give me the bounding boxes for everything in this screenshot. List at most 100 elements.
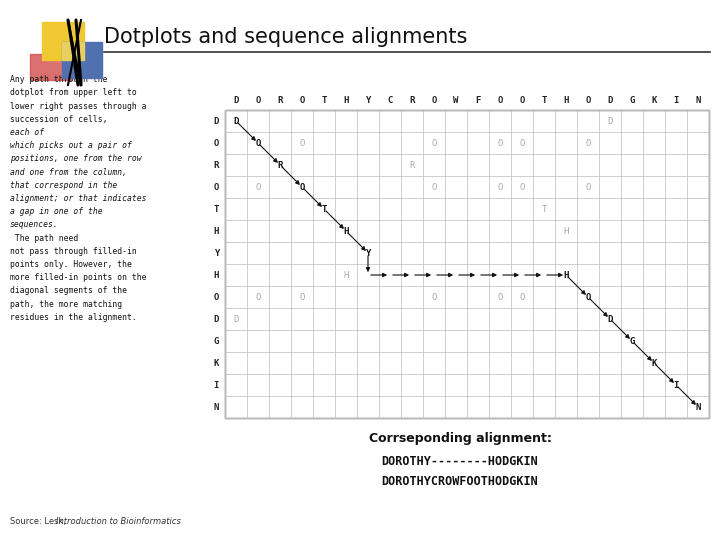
Text: N: N [696, 402, 701, 411]
Text: Any path through the: Any path through the [10, 75, 107, 84]
Text: each of: each of [10, 128, 44, 137]
Text: O: O [256, 96, 261, 105]
Text: O: O [585, 96, 590, 105]
Text: H: H [343, 271, 348, 280]
Text: D: D [607, 117, 613, 125]
Bar [62, 42, 84, 60]
Text: W: W [454, 96, 459, 105]
Text: positions, one from the row: positions, one from the row [10, 154, 142, 164]
Text: R: R [409, 160, 415, 170]
Text: O: O [300, 96, 305, 105]
Text: dotplot from upper left to: dotplot from upper left to [10, 89, 137, 97]
Text: O: O [585, 138, 590, 147]
Text: D: D [214, 117, 219, 125]
Text: D: D [233, 96, 239, 105]
Text: more filled-in points on the: more filled-in points on the [10, 273, 146, 282]
Bar [225, 110, 709, 418]
Text: I: I [673, 96, 679, 105]
Text: R: R [277, 96, 283, 105]
Text: and one from the column,: and one from the column, [10, 167, 127, 177]
Text: not pass through filled-in: not pass through filled-in [10, 247, 137, 256]
Text: O: O [431, 183, 437, 192]
Text: K: K [214, 359, 219, 368]
Text: T: T [214, 205, 219, 213]
Text: O: O [519, 183, 525, 192]
Text: N: N [214, 402, 219, 411]
Text: O: O [256, 183, 261, 192]
Text: H: H [563, 271, 569, 280]
Text: O: O [431, 96, 437, 105]
Text: D: D [607, 96, 613, 105]
Text: G: G [629, 96, 635, 105]
Text: O: O [431, 138, 437, 147]
Bar [62, 42, 102, 78]
Text: Introduction to Bioinformatics: Introduction to Bioinformatics [56, 517, 181, 526]
Text: O: O [498, 138, 503, 147]
Text: lower right passes through a: lower right passes through a [10, 102, 146, 111]
Text: T: T [541, 205, 546, 213]
Text: N: N [696, 96, 701, 105]
Text: O: O [519, 96, 525, 105]
Text: R: R [214, 160, 219, 170]
Text: Corrseponding alignment:: Corrseponding alignment: [369, 432, 552, 445]
Text: a gap in one of the: a gap in one of the [10, 207, 103, 216]
Text: O: O [498, 293, 503, 301]
Text: Y: Y [365, 96, 371, 105]
Text: T: T [321, 96, 327, 105]
Text: DOROTHYCROWFOOTHODGKIN: DOROTHYCROWFOOTHODGKIN [382, 475, 539, 488]
Text: Source: Lesk,: Source: Lesk, [10, 517, 68, 526]
Text: that correspond in the: that correspond in the [10, 181, 117, 190]
Text: which picks out a pair of: which picks out a pair of [10, 141, 132, 150]
Text: diagonal segments of the: diagonal segments of the [10, 286, 127, 295]
Text: O: O [300, 138, 305, 147]
Text: O: O [214, 138, 219, 147]
Text: F: F [475, 96, 481, 105]
Text: G: G [214, 336, 219, 346]
Text: Y: Y [214, 248, 219, 258]
Text: K: K [652, 359, 657, 368]
Text: Y: Y [365, 248, 371, 258]
Text: residues in the alignment.: residues in the alignment. [10, 313, 137, 322]
Text: H: H [214, 271, 219, 280]
Text: alignment; or that indicates: alignment; or that indicates [10, 194, 146, 203]
Bar [30, 54, 72, 80]
Text: Dotplots and sequence alignments: Dotplots and sequence alignments [104, 27, 467, 47]
Text: D: D [233, 117, 239, 125]
Text: DOROTHY--------HODGKIN: DOROTHY--------HODGKIN [382, 455, 539, 468]
Text: O: O [585, 293, 590, 301]
Text: T: T [321, 205, 327, 213]
Text: succession of cells,: succession of cells, [10, 115, 112, 124]
Text: R: R [277, 160, 283, 170]
Text: H: H [563, 226, 569, 235]
Text: C: C [387, 96, 392, 105]
Text: sequences.: sequences. [10, 220, 59, 230]
Text: O: O [585, 183, 590, 192]
Text: H: H [214, 226, 219, 235]
Text: I: I [214, 381, 219, 389]
Text: T: T [541, 96, 546, 105]
Text: D: D [233, 314, 239, 323]
Text: O: O [519, 138, 525, 147]
Text: H: H [343, 96, 348, 105]
Text: O: O [498, 96, 503, 105]
Text: I: I [673, 381, 679, 389]
Text: O: O [300, 183, 305, 192]
Text: G: G [629, 336, 635, 346]
Text: D: D [607, 314, 613, 323]
Text: O: O [256, 138, 261, 147]
Text: O: O [256, 293, 261, 301]
Text: path, the more matching: path, the more matching [10, 300, 122, 308]
Text: H: H [563, 96, 569, 105]
Text: K: K [652, 96, 657, 105]
Text: O: O [214, 293, 219, 301]
Text: O: O [498, 183, 503, 192]
Bar [42, 22, 84, 60]
Text: The path need: The path need [10, 234, 78, 242]
Text: H: H [343, 226, 348, 235]
Text: O: O [431, 293, 437, 301]
Text: O: O [519, 293, 525, 301]
Text: points only. However, the: points only. However, the [10, 260, 132, 269]
Text: R: R [409, 96, 415, 105]
Text: D: D [214, 314, 219, 323]
Text: O: O [300, 293, 305, 301]
